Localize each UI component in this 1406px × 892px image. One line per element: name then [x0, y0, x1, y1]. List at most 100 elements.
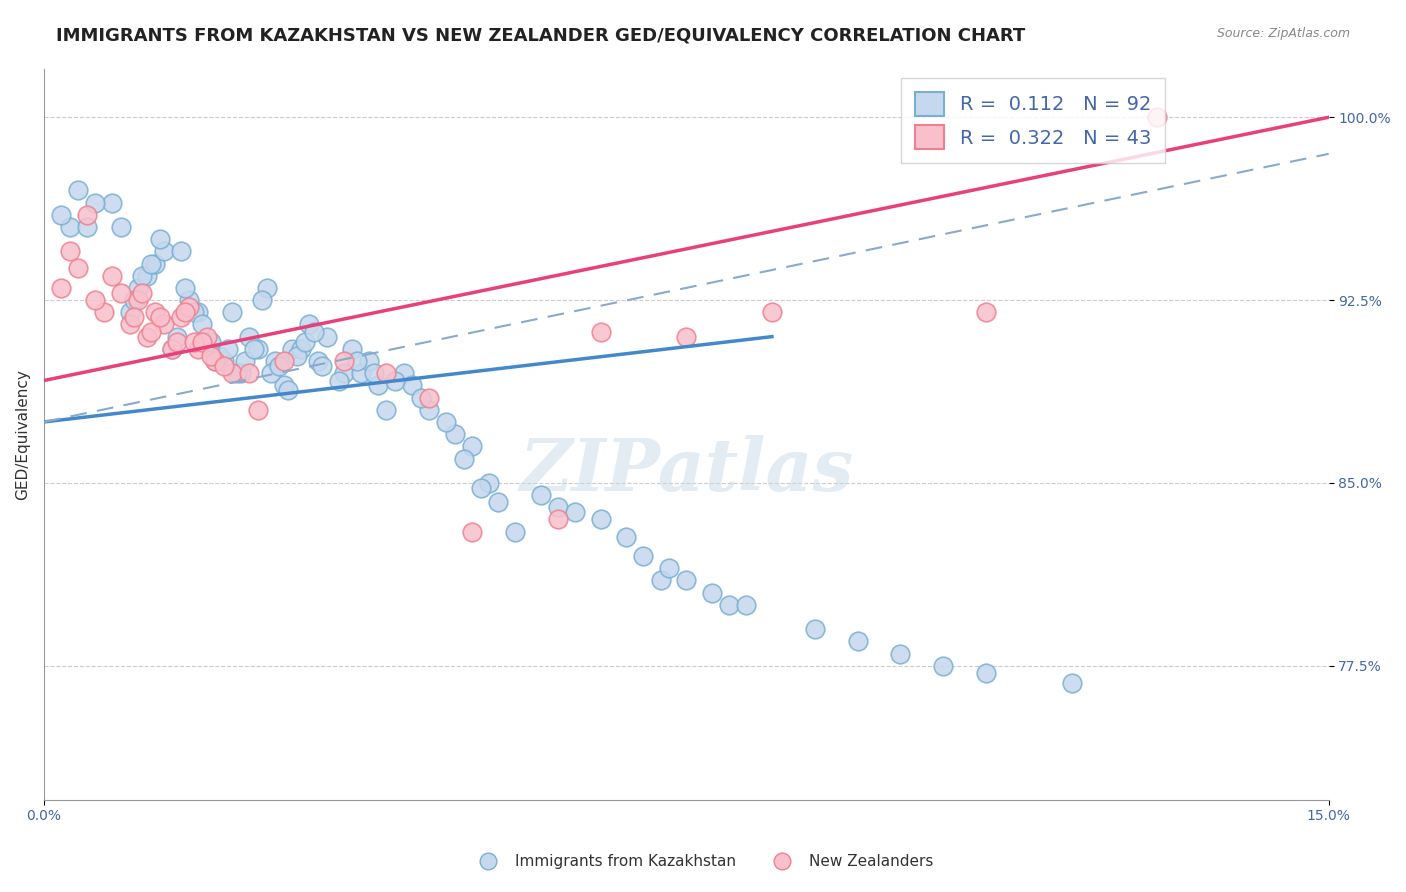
- Point: [350, 366, 373, 380]
- Point: [444, 427, 467, 442]
- Point: [359, 354, 381, 368]
- Point: [238, 329, 260, 343]
- Point: [315, 329, 337, 343]
- Point: [461, 524, 484, 539]
- Point: [127, 293, 149, 307]
- Point: [110, 285, 132, 300]
- Point: [846, 634, 869, 648]
- Point: [418, 402, 440, 417]
- Point: [342, 342, 364, 356]
- Point: [242, 342, 264, 356]
- Y-axis label: GED/Equivalency: GED/Equivalency: [15, 368, 30, 500]
- Point: [131, 268, 153, 283]
- Legend: Immigrants from Kazakhstan, New Zealanders: Immigrants from Kazakhstan, New Zealande…: [467, 848, 939, 875]
- Point: [233, 354, 256, 368]
- Point: [277, 384, 299, 398]
- Point: [589, 325, 612, 339]
- Point: [302, 325, 325, 339]
- Point: [375, 402, 398, 417]
- Point: [247, 342, 270, 356]
- Point: [367, 378, 389, 392]
- Point: [256, 281, 278, 295]
- Point: [285, 349, 308, 363]
- Point: [170, 310, 193, 325]
- Point: [589, 512, 612, 526]
- Point: [346, 354, 368, 368]
- Point: [135, 268, 157, 283]
- Point: [93, 305, 115, 319]
- Point: [311, 359, 333, 373]
- Text: IMMIGRANTS FROM KAZAKHSTAN VS NEW ZEALANDER GED/EQUIVALENCY CORRELATION CHART: IMMIGRANTS FROM KAZAKHSTAN VS NEW ZEALAN…: [56, 27, 1025, 45]
- Point: [148, 232, 170, 246]
- Point: [110, 219, 132, 234]
- Point: [49, 281, 72, 295]
- Point: [101, 268, 124, 283]
- Point: [58, 244, 80, 259]
- Point: [392, 366, 415, 380]
- Point: [1060, 675, 1083, 690]
- Point: [478, 475, 501, 490]
- Point: [974, 305, 997, 319]
- Point: [650, 574, 672, 588]
- Point: [131, 285, 153, 300]
- Point: [700, 585, 723, 599]
- Point: [281, 342, 304, 356]
- Point: [170, 244, 193, 259]
- Point: [436, 415, 458, 429]
- Point: [139, 325, 162, 339]
- Point: [658, 561, 681, 575]
- Point: [225, 366, 247, 380]
- Point: [332, 354, 354, 368]
- Point: [127, 281, 149, 295]
- Point: [58, 219, 80, 234]
- Point: [67, 261, 90, 276]
- Point: [409, 391, 432, 405]
- Point: [1146, 110, 1168, 124]
- Point: [761, 305, 783, 319]
- Text: Source: ZipAtlas.com: Source: ZipAtlas.com: [1216, 27, 1350, 40]
- Point: [486, 495, 509, 509]
- Point: [143, 305, 166, 319]
- Legend: R =  0.112   N = 92, R =  0.322   N = 43: R = 0.112 N = 92, R = 0.322 N = 43: [901, 78, 1164, 162]
- Point: [67, 183, 90, 197]
- Point: [264, 354, 287, 368]
- Point: [84, 293, 107, 307]
- Point: [179, 301, 201, 315]
- Point: [143, 256, 166, 270]
- Point: [166, 334, 188, 349]
- Point: [191, 318, 214, 332]
- Point: [461, 439, 484, 453]
- Point: [273, 378, 295, 392]
- Point: [204, 354, 226, 368]
- Point: [122, 310, 145, 325]
- Point: [307, 354, 329, 368]
- Point: [247, 402, 270, 417]
- Point: [118, 318, 141, 332]
- Point: [76, 219, 98, 234]
- Point: [260, 366, 283, 380]
- Point: [401, 378, 423, 392]
- Point: [290, 342, 312, 356]
- Point: [974, 665, 997, 680]
- Point: [187, 342, 209, 356]
- Point: [633, 549, 655, 563]
- Point: [217, 342, 239, 356]
- Point: [118, 305, 141, 319]
- Point: [122, 293, 145, 307]
- Point: [470, 481, 492, 495]
- Point: [139, 256, 162, 270]
- Point: [174, 305, 197, 319]
- Point: [238, 366, 260, 380]
- Point: [889, 647, 911, 661]
- Point: [183, 305, 205, 319]
- Point: [675, 574, 697, 588]
- Point: [363, 366, 385, 380]
- Point: [375, 366, 398, 380]
- Point: [208, 349, 231, 363]
- Point: [294, 334, 316, 349]
- Point: [298, 318, 321, 332]
- Point: [269, 359, 291, 373]
- Point: [564, 505, 586, 519]
- Point: [191, 334, 214, 349]
- Point: [166, 329, 188, 343]
